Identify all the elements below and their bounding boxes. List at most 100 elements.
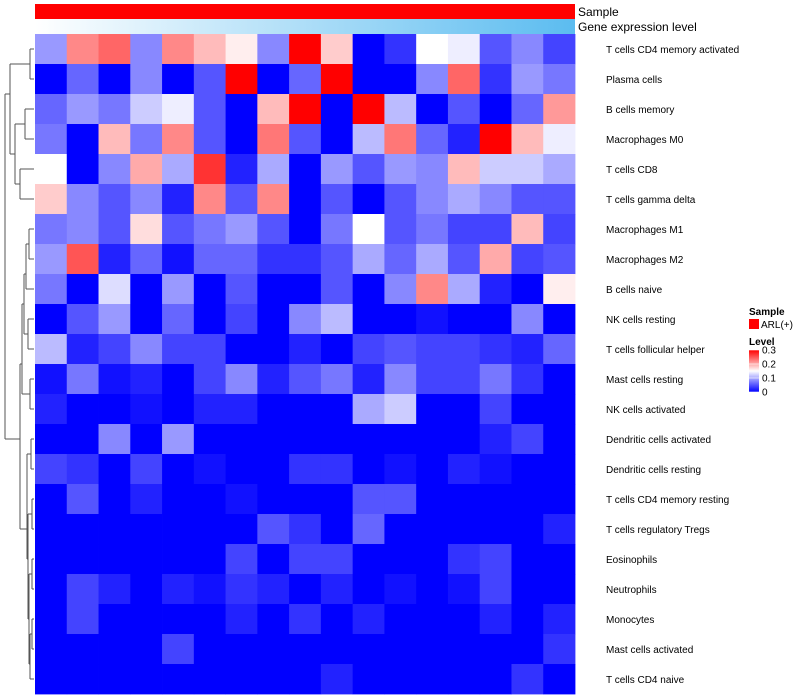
heatmap-cell — [98, 574, 131, 605]
heatmap-cell — [384, 634, 417, 665]
heatmap-cell — [257, 484, 290, 515]
heatmap-cell — [320, 34, 354, 65]
heatmap-cell — [289, 94, 322, 125]
heatmap-cell — [479, 454, 512, 485]
legend-tick-label: 0 — [762, 388, 768, 399]
heatmap-cell — [130, 424, 163, 455]
heatmap-cell — [225, 574, 258, 605]
heatmap-cell — [35, 514, 68, 545]
heatmap-cell — [479, 184, 512, 215]
heatmap-cell — [511, 154, 544, 185]
heatmap-cell — [66, 244, 99, 275]
heatmap-cell — [447, 604, 481, 635]
heatmap-cell — [66, 34, 99, 65]
heatmap-cell — [257, 364, 290, 395]
heatmap-cell — [352, 304, 385, 335]
heatmap-cell — [352, 514, 385, 545]
heatmap-cell — [320, 364, 354, 395]
heatmap-cell — [352, 604, 385, 635]
heatmap-cell — [130, 484, 163, 515]
heatmap-cell — [447, 124, 481, 155]
heatmap-cell — [416, 154, 449, 185]
heatmap-cell — [543, 544, 576, 575]
heatmap-cell — [384, 154, 417, 185]
heatmap-cell — [511, 94, 544, 125]
heatmap-cell — [511, 394, 544, 425]
heatmap-cell — [320, 124, 354, 155]
heatmap-cell — [66, 394, 99, 425]
heatmap-cell — [384, 544, 417, 575]
heatmap-cell — [98, 154, 131, 185]
heatmap-cell — [511, 334, 544, 365]
heatmap-cell — [35, 574, 68, 605]
heatmap-cell — [162, 154, 195, 185]
heatmap-cell — [193, 514, 226, 545]
heatmap-cell — [289, 214, 322, 245]
heatmap-cell — [257, 34, 290, 65]
heatmap-cell — [162, 484, 195, 515]
heatmap-cell — [352, 334, 385, 365]
heatmap-cell — [289, 664, 322, 695]
heatmap-cell — [479, 604, 512, 635]
heatmap-cell — [416, 94, 449, 125]
heatmap-cell — [479, 124, 512, 155]
heatmap-cell — [479, 574, 512, 605]
row-label: B cells memory — [606, 105, 674, 116]
sample-annotation-bar — [35, 4, 575, 19]
heatmap-cell — [384, 394, 417, 425]
heatmap-cell — [98, 334, 131, 365]
heatmap-cell — [193, 544, 226, 575]
heatmap-cell — [193, 634, 226, 665]
heatmap-cell — [98, 424, 131, 455]
heatmap-cell — [225, 454, 258, 485]
heatmap-cell — [66, 424, 99, 455]
heatmap-cell — [35, 394, 68, 425]
heatmap-cell — [130, 124, 163, 155]
heatmap-cell — [352, 454, 385, 485]
heatmap-cell — [35, 214, 68, 245]
heatmap-cell — [543, 574, 576, 605]
heatmap-cell — [35, 634, 68, 665]
heatmap-cell — [543, 154, 576, 185]
heatmap-cell — [479, 34, 512, 65]
heatmap-cell — [257, 514, 290, 545]
heatmap-cell — [35, 484, 68, 515]
heatmap-cell — [416, 334, 449, 365]
heatmap-cell — [447, 154, 481, 185]
heatmap-cell — [352, 484, 385, 515]
heatmap-cell — [543, 124, 576, 155]
heatmap-cell — [320, 334, 354, 365]
heatmap-cell — [543, 334, 576, 365]
heatmap-cell — [162, 574, 195, 605]
heatmap-cell — [162, 544, 195, 575]
heatmap-cell — [35, 124, 68, 155]
heatmap-cell — [447, 424, 481, 455]
heatmap-cell — [162, 94, 195, 125]
heatmap-cell — [447, 574, 481, 605]
heatmap-cell — [130, 604, 163, 635]
heatmap-cell — [289, 154, 322, 185]
heatmap-cell — [352, 634, 385, 665]
heatmap-cell — [320, 394, 354, 425]
heatmap-cell — [511, 454, 544, 485]
heatmap-cell — [257, 154, 290, 185]
heatmap-cell — [225, 274, 258, 305]
heatmap-cell — [320, 304, 354, 335]
heatmap-cell — [98, 34, 131, 65]
heatmap-cell — [543, 184, 576, 215]
heatmap-cell — [66, 484, 99, 515]
heatmap-cell — [66, 184, 99, 215]
heatmap-cell — [543, 364, 576, 395]
heatmap-cell — [193, 484, 226, 515]
heatmap-cell — [225, 514, 258, 545]
row-label: Neutrophils — [606, 585, 657, 596]
heatmap-cell — [289, 604, 322, 635]
heatmap-cell — [384, 184, 417, 215]
heatmap-cell — [352, 94, 385, 125]
heatmap-cell — [257, 244, 290, 275]
heatmap-cell — [511, 514, 544, 545]
heatmap-cell — [384, 214, 417, 245]
heatmap-cell — [35, 304, 68, 335]
heatmap-cell — [130, 574, 163, 605]
heatmap-cell — [193, 334, 226, 365]
